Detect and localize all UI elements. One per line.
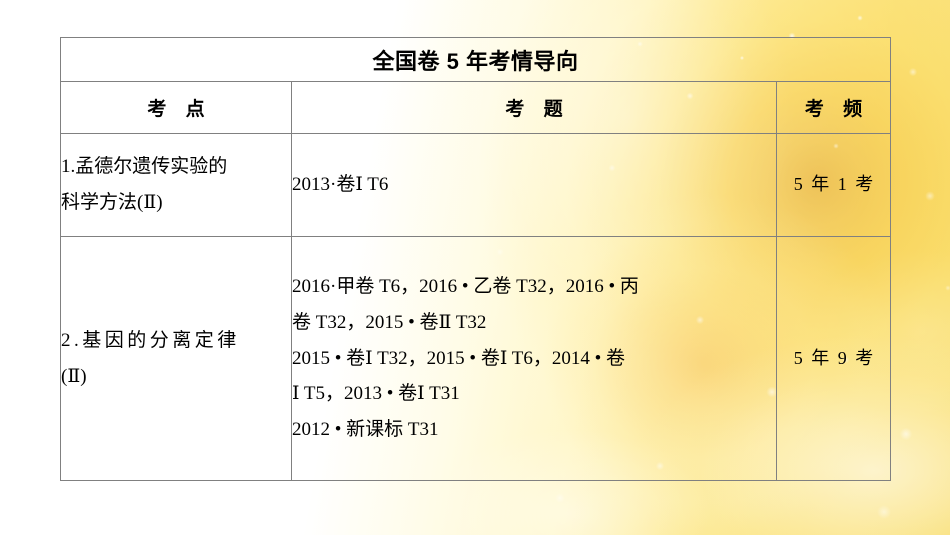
row-2-question-line-5: 2012 • 新课标 T31 bbox=[292, 419, 439, 441]
table-title-row: 全国卷 5 年考情导向 bbox=[59, 37, 892, 82]
row-1-question-cell: 2013·卷Ⅰ T6 bbox=[291, 133, 777, 237]
row-2-question-line-3: 2015 • 卷Ⅰ T32，2015 • 卷Ⅰ T6，2014 • 卷 bbox=[292, 347, 625, 369]
column-header-point: 考 点 bbox=[60, 81, 292, 134]
row-2-point-line-2: (Ⅱ) bbox=[61, 365, 87, 387]
column-header-frequency: 考 频 bbox=[775, 81, 892, 134]
row-2-question-line-2: 卷 T32，2015 • 卷Ⅱ T32 bbox=[292, 311, 487, 333]
row-2-point-cell: 2.基因的分离定律 (Ⅱ) bbox=[60, 236, 292, 481]
row-1-frequency-cell: 5 年 1 考 bbox=[775, 133, 892, 237]
row-1-point-cell: 1.孟德尔遗传实验的 科学方法(Ⅱ) bbox=[60, 133, 292, 237]
table-row: 2.基因的分离定律 (Ⅱ) 2016·甲卷 T6，2016 • 乙卷 T32，2… bbox=[60, 236, 892, 481]
row-1-question-line-1: 2013·卷Ⅰ T6 bbox=[292, 174, 389, 196]
table-header-row: 考 点 考 题 考 频 bbox=[60, 81, 892, 134]
table-title: 全国卷 5 年考情导向 bbox=[59, 37, 892, 82]
row-1-point-line-1: 1.孟德尔遗传实验的 bbox=[61, 156, 228, 178]
table-row: 1.孟德尔遗传实验的 科学方法(Ⅱ) 2013·卷Ⅰ T6 5 年 1 考 bbox=[60, 133, 892, 237]
row-2-question-cell: 2016·甲卷 T6，2016 • 乙卷 T32，2016 • 丙 卷 T32，… bbox=[291, 236, 777, 481]
row-2-question-line-1: 2016·甲卷 T6，2016 • 乙卷 T32，2016 • 丙 bbox=[292, 276, 639, 298]
row-2-frequency-cell: 5 年 9 考 bbox=[775, 236, 892, 481]
column-header-question: 考 题 bbox=[291, 81, 777, 134]
exam-guidance-table: 全国卷 5 年考情导向 考 点 考 题 考 频 1.孟德尔遗传实验的 科学方法(… bbox=[59, 37, 892, 481]
row-1-point-line-2: 科学方法(Ⅱ) bbox=[61, 192, 163, 213]
row-2-point-line-1: 2.基因的分离定律 bbox=[61, 329, 240, 351]
row-2-question-line-4: Ⅰ T5，2013 • 卷Ⅰ T31 bbox=[292, 383, 460, 405]
